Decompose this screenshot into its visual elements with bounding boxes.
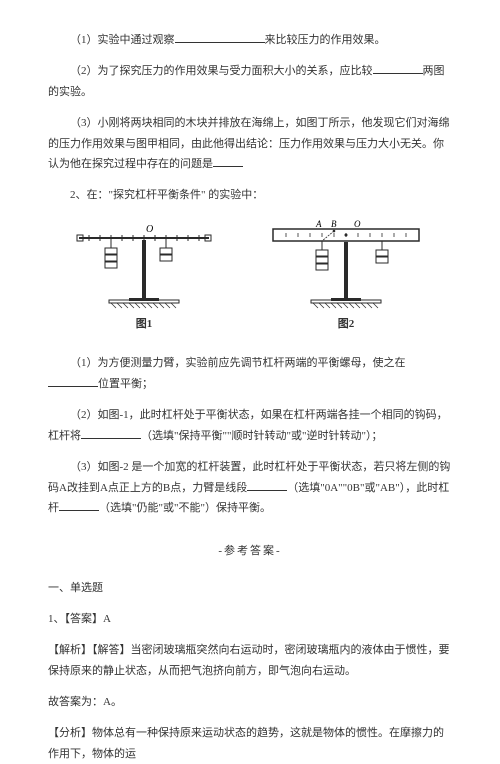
answers-title: -参考答案- xyxy=(48,541,452,562)
answer-1-explain: 【解析】【解答】当密闭玻璃瓶突然向右运动时，密闭玻璃瓶内的液体由于惯性，要保持原… xyxy=(48,640,452,682)
q2b-part3: （3）如图-2 是一个加宽的杠杆装置，此时杠杆处于平衡状态，若只将左侧的钩码A改… xyxy=(48,457,452,520)
q2b-p1a: （1）为方便测量力臂，实验前应先调节杠杆两端的平衡螺母，使之在 xyxy=(70,357,406,369)
answer-1-num: 1、【答案】A xyxy=(48,609,452,630)
blank-6[interactable] xyxy=(247,480,287,491)
blank-4[interactable] xyxy=(48,376,98,387)
q1-part1: （1）实验中通过观察 来比较压力的作用效果。 xyxy=(48,30,452,51)
q2b-p3c: （选填"仍能"或"不能"）保持平衡。 xyxy=(99,502,271,514)
q1-p1-text: （1）实验中通过观察 xyxy=(70,34,175,46)
q2b-part2: （2）如图-1，此时杠杆处于平衡状态，如果在杠杆两端各挂一个相同的钩码，杠杆将（… xyxy=(48,405,452,447)
label-O-2: O xyxy=(354,220,361,229)
blank-7[interactable] xyxy=(59,500,99,511)
blank-5[interactable] xyxy=(81,428,141,439)
blank-2[interactable] xyxy=(373,63,423,74)
fig1-caption: 图1 xyxy=(69,314,219,335)
q2-intro-text: 2、在："探究杠杆平衡条件" 的实验中： xyxy=(70,189,263,201)
q1-part2: （2）为了探究压力的作用效果与受力面积大小的关系，应比较两图的实验。 xyxy=(48,61,452,103)
lever-diagram-2: O B A xyxy=(261,220,431,310)
answer-1-final: 故答案为：A。 xyxy=(48,692,452,713)
fig2-caption: 图2 xyxy=(261,314,431,335)
label-A: A xyxy=(315,220,322,229)
q1-p3-text: （3）小刚将两块相同的木块并排放在海绵上，如图丁所示，他发现它们对海绵的压力作用… xyxy=(48,117,450,171)
q1-p1b-text: 来比较压力的作用效果。 xyxy=(265,34,386,46)
q2b-p1b: 位置平衡； xyxy=(98,378,153,390)
figure-2: O B A 图2 xyxy=(261,220,431,335)
section-heading: 一、单选题 xyxy=(48,578,452,599)
figure-1: O 图1 xyxy=(69,220,219,335)
label-O-1: O xyxy=(146,224,153,235)
lever-diagram-1: O xyxy=(69,220,219,310)
q1-part3: （3）小刚将两块相同的木块并排放在海绵上，如图丁所示，他发现它们对海绵的压力作用… xyxy=(48,113,452,176)
blank-3[interactable] xyxy=(213,156,243,167)
q2b-p2b: （选填"保持平衡""顺时针转动"或"逆时针转动"）； xyxy=(141,430,382,442)
q2b-part1: （1）为方便测量力臂，实验前应先调节杠杆两端的平衡螺母，使之在位置平衡； xyxy=(48,353,452,395)
q1-p2-text: （2）为了探究压力的作用效果与受力面积大小的关系，应比较 xyxy=(70,65,373,77)
answer-1-analysis: 【分析】物体总有一种保持原来运动状态的趋势，这就是物体的惯性。在摩擦力的作用下，… xyxy=(48,723,452,764)
figure-row: O 图1 xyxy=(48,220,452,335)
blank-1[interactable] xyxy=(175,32,265,43)
label-B: B xyxy=(331,220,337,229)
q2-intro: 2、在："探究杠杆平衡条件" 的实验中： xyxy=(48,185,452,206)
